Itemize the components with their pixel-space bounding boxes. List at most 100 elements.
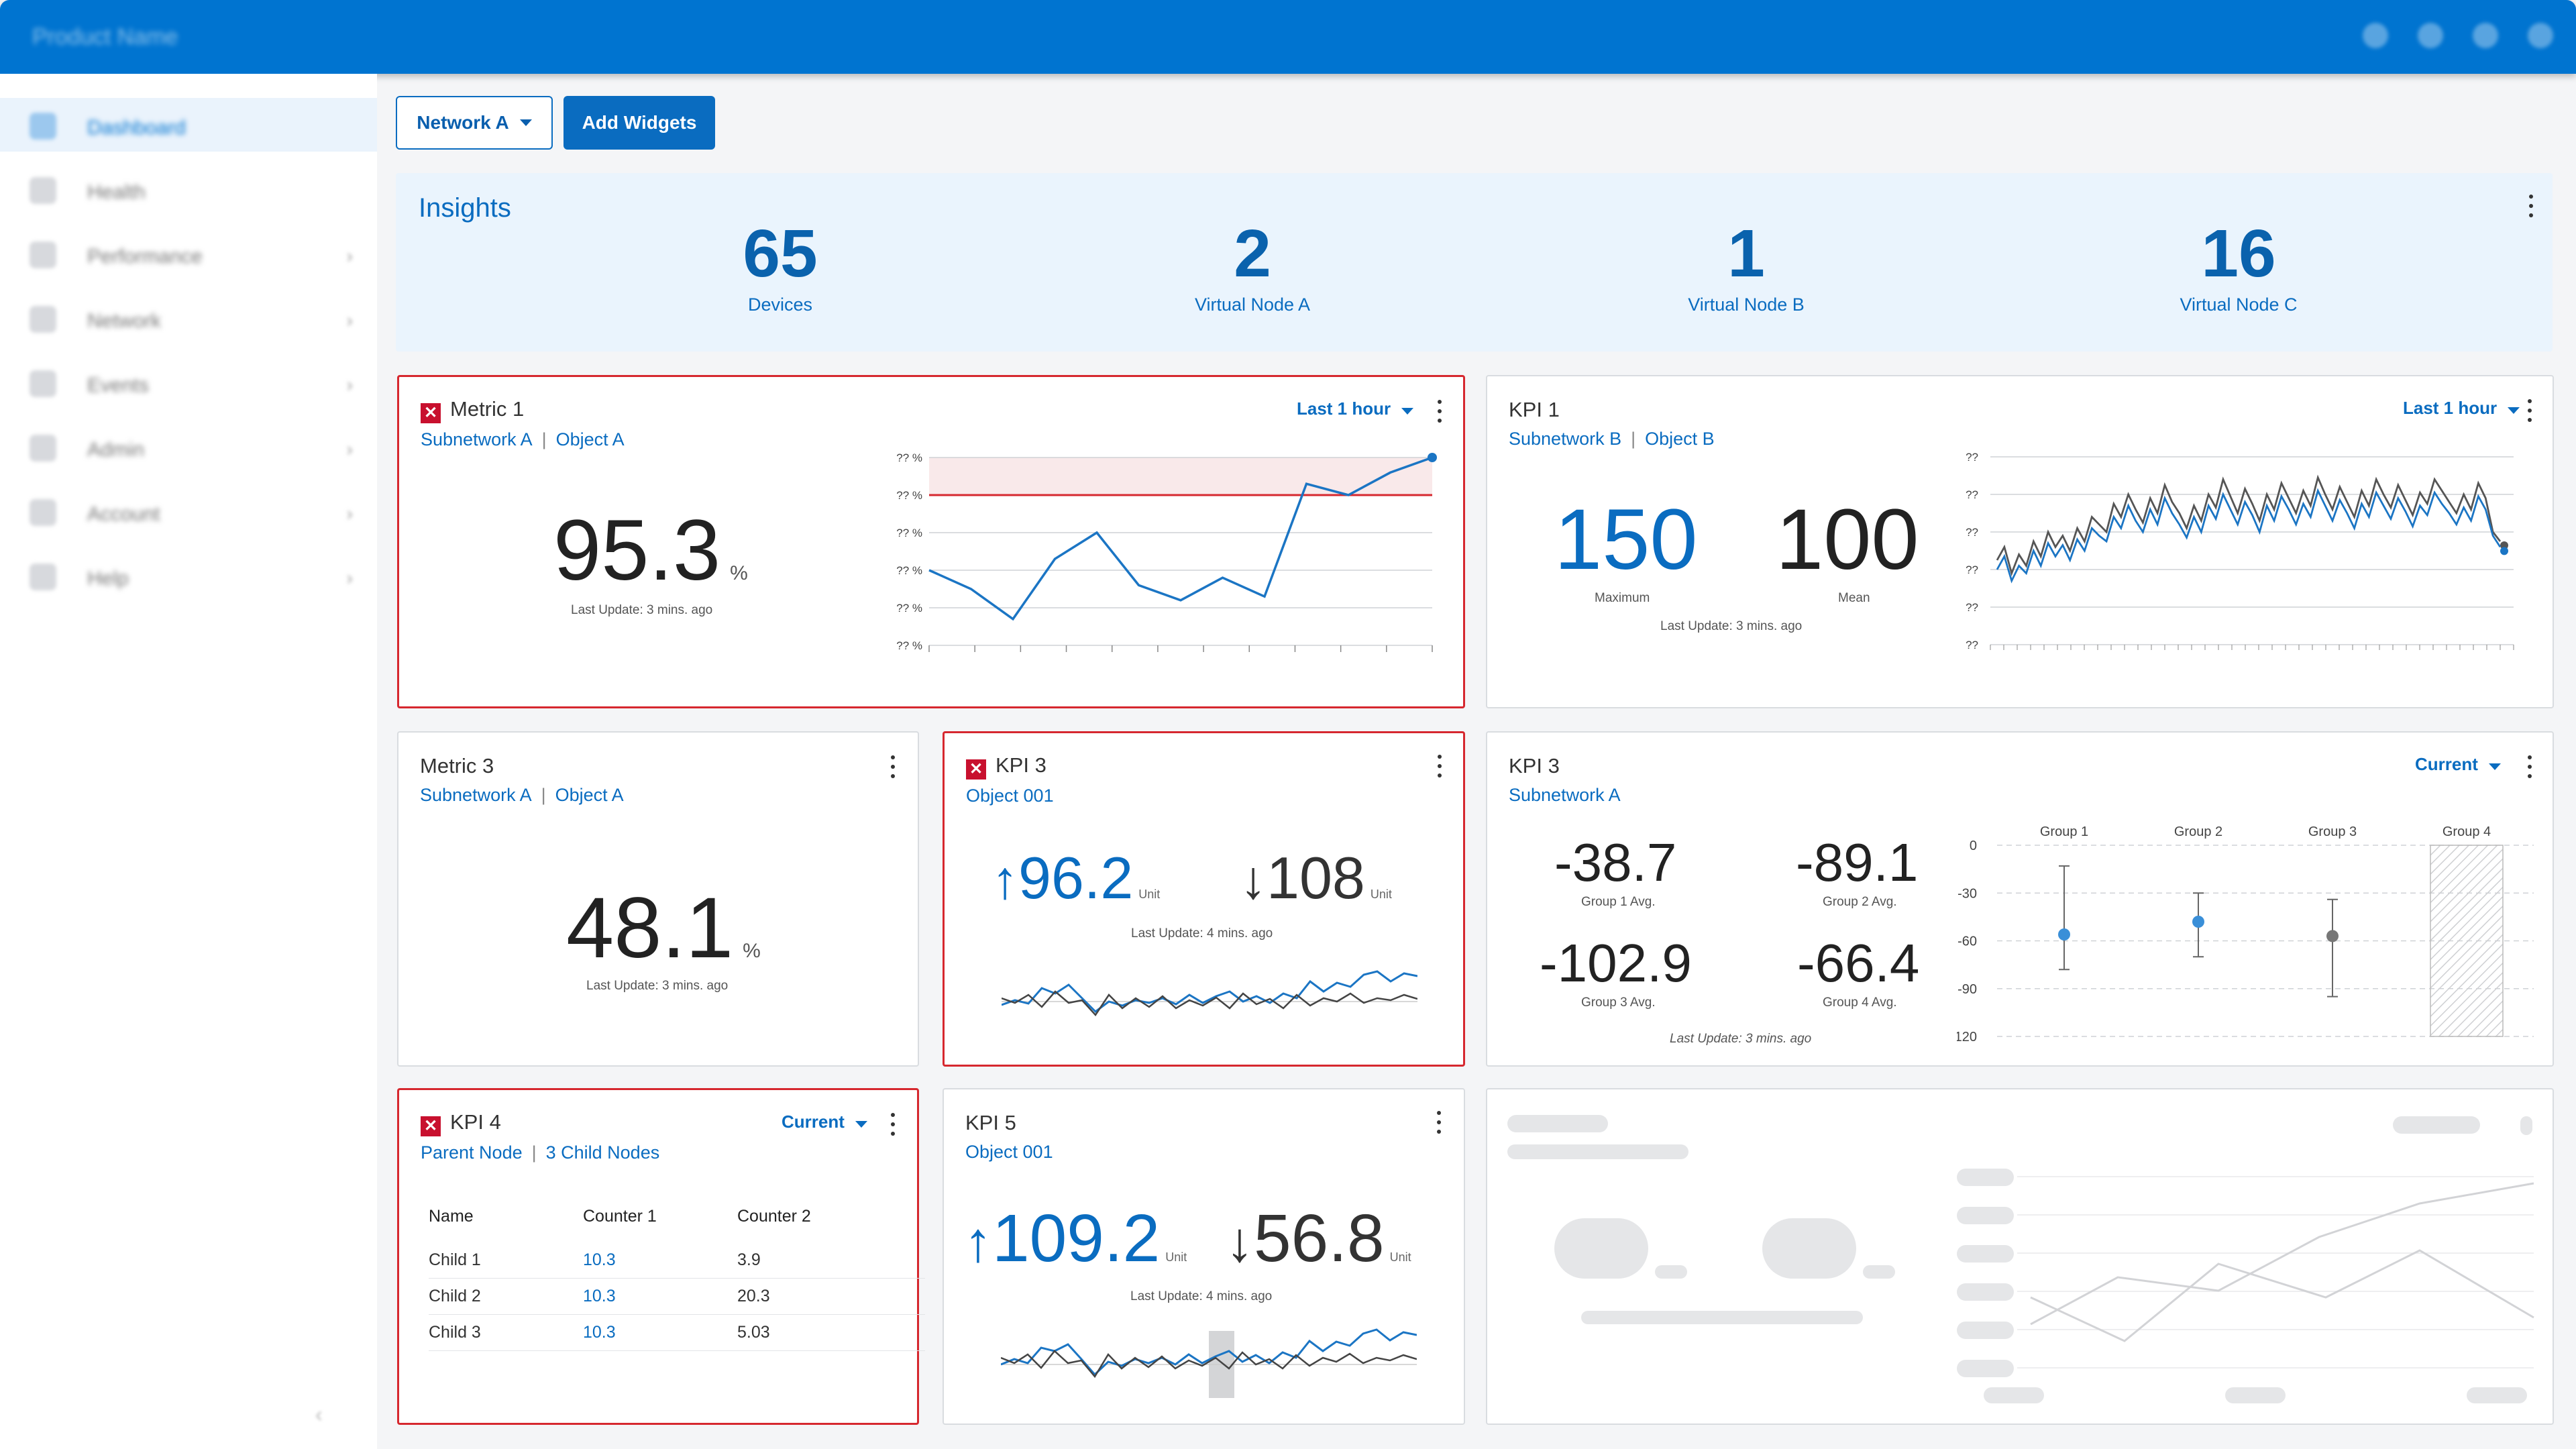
kpi1-menu-icon[interactable] <box>2526 398 2532 425</box>
metric1-card[interactable]: ✕ Metric 1 Subnetwork A | Object A Last 1 h… <box>397 375 1465 708</box>
subnetwork-link[interactable]: Subnetwork A <box>1509 785 1621 805</box>
notifications-icon[interactable] <box>2418 23 2443 48</box>
cell-counter1-link[interactable]: 10.3 <box>583 1242 737 1279</box>
skeleton-title <box>1507 1115 1608 1132</box>
insights-menu-icon[interactable] <box>2527 193 2534 220</box>
sidebar-item-performance[interactable]: Performance › <box>0 227 377 280</box>
sidebar-item-label: Performance <box>87 246 203 268</box>
cell-counter1-link[interactable]: 10.3 <box>583 1278 737 1315</box>
subnetwork-link[interactable]: Subnetwork A <box>420 785 532 805</box>
arrow-down-icon: ↓ <box>1240 850 1267 910</box>
sidebar-item-admin[interactable]: Admin › <box>0 420 377 474</box>
chevron-right-icon: › <box>346 568 353 588</box>
sidebar-item-events[interactable]: Events › <box>0 356 377 409</box>
kpi4-range-dropdown[interactable]: Current <box>782 1112 867 1132</box>
skeleton-tick <box>1957 1283 2014 1301</box>
kpi5-sparkline <box>1001 1328 1417 1398</box>
app-title: Product Name <box>32 24 178 50</box>
sidebar-item-help[interactable]: Help › <box>0 549 377 602</box>
value-number: 95.3 <box>553 502 721 598</box>
threshold-band <box>929 458 1432 495</box>
kpi4-menu-icon[interactable] <box>889 1112 896 1138</box>
subnetwork-link[interactable]: Subnetwork B <box>1509 429 1622 449</box>
cell-counter2: 5.03 <box>737 1314 925 1351</box>
object-link[interactable]: Object B <box>1645 429 1715 449</box>
alert-x-icon: ✕ <box>966 759 986 780</box>
object-link[interactable]: Object A <box>555 785 624 805</box>
arrow-up-icon: ↑ <box>991 850 1018 910</box>
network-dropdown[interactable]: Network A <box>396 96 553 150</box>
metric3-breadcrumb: Subnetwork A | Object A <box>420 785 624 805</box>
skeleton-unit-1 <box>1655 1265 1687 1279</box>
sidebar-item-health[interactable]: Health <box>0 162 377 216</box>
events-icon <box>30 370 56 397</box>
column-header-counter2[interactable]: Counter 2 <box>737 1207 811 1226</box>
y-tick-label: -90 <box>1957 982 1977 997</box>
kpi5-menu-icon[interactable] <box>1435 1110 1442 1136</box>
skeleton-tick <box>1957 1169 2014 1186</box>
kpi4-breadcrumb: Parent Node | 3 Child Nodes <box>421 1142 660 1163</box>
kpi5-last-update: Last Update: 4 mins. ago <box>1130 1289 1273 1303</box>
kpi1-range-dropdown[interactable]: Last 1 hour <box>2403 398 2520 419</box>
subnetwork-link[interactable]: Subnetwork A <box>421 429 533 449</box>
insight-label: Virtual Node A <box>1194 294 1311 315</box>
kpi3-up-value: ↑96.2 Unit <box>991 844 1160 912</box>
kpi3-object-menu-icon[interactable] <box>1436 753 1442 780</box>
y-tick-label: -30 <box>1957 886 1977 901</box>
metric3-card[interactable]: Metric 3 Subnetwork A | Object A 48.1% Las… <box>397 731 919 1067</box>
range-label: Last 1 hour <box>2403 398 2498 418</box>
insights-panel: Insights 65 Devices 2 Virtual Node A 1 Virt… <box>396 173 2553 352</box>
kpi1-mean-value: 100 <box>1776 492 1919 588</box>
sidebar-item-account[interactable]: Account › <box>0 484 377 538</box>
table-row[interactable]: Child 2 10.3 20.3 <box>429 1278 925 1315</box>
value-number: 56.8 <box>1254 1201 1385 1276</box>
y-tick-label: 0 <box>1970 839 1977 853</box>
column-header-counter1[interactable]: Counter 1 <box>583 1207 657 1226</box>
search-icon[interactable] <box>2363 23 2388 48</box>
kpi4-card[interactable]: ✕ KPI 4 Parent Node | 3 Child Nodes Current… <box>397 1088 925 1425</box>
column-header-name[interactable]: Name <box>429 1207 474 1226</box>
object-link[interactable]: Object 001 <box>966 786 1054 806</box>
sidebar-item-label: Account <box>87 503 160 525</box>
settings-icon[interactable] <box>2473 23 2498 48</box>
metric3-menu-icon[interactable] <box>889 754 896 781</box>
table-row[interactable]: Child 3 10.3 5.03 <box>429 1314 925 1351</box>
metric1-menu-icon[interactable] <box>1436 398 1442 425</box>
skeleton-subtitle <box>1507 1144 1688 1159</box>
object-link[interactable]: Object 001 <box>965 1142 1053 1162</box>
child-nodes-link[interactable]: 3 Child Nodes <box>545 1142 660 1163</box>
y-tick-label: ?? <box>1966 526 1978 539</box>
caret-down-icon <box>1401 408 1414 415</box>
account-icon[interactable] <box>2528 23 2553 48</box>
collapse-sidebar-icon[interactable]: ‹ <box>315 1402 323 1426</box>
metric1-line-chart: ?? %?? %?? %?? %?? %?? %03:30 PM (ET)04:… <box>896 451 1437 652</box>
cell-counter1-link[interactable]: 10.3 <box>583 1314 737 1351</box>
parent-node-link[interactable]: Parent Node <box>421 1142 523 1163</box>
kpi5-card[interactable]: KPI 5 Object 001 ↑109.2 Unit ↓56.8 Unit La… <box>943 1088 1465 1425</box>
kpi3-object-card[interactable]: ✕ KPI 3 Object 001 ↑96.2 Unit ↓108 Unit Las… <box>943 731 1465 1067</box>
metric1-range-dropdown[interactable]: Last 1 hour <box>1297 398 1414 419</box>
object-link[interactable]: Object A <box>555 429 625 449</box>
sidebar-item-network[interactable]: Network › <box>0 291 377 345</box>
kpi1-max-label: Maximum <box>1595 591 1650 605</box>
kpi3-groups-menu-icon[interactable] <box>2526 754 2532 781</box>
kpi3-range-dropdown[interactable]: Current <box>2415 754 2501 775</box>
sidebar: Dashboard Health Performance › Network › E… <box>0 74 377 1449</box>
kpi3-groups-title: KPI 3 <box>1509 754 1560 777</box>
sidebar-item-dashboard[interactable]: Dashboard <box>0 98 377 152</box>
skeleton-value-1 <box>1554 1218 1648 1279</box>
skeleton-chart <box>2017 1176 2534 1368</box>
kpi5-down-value: ↓56.8 Unit <box>1226 1200 1411 1277</box>
table-row[interactable]: Child 1 10.3 3.9 <box>429 1242 925 1279</box>
category-label: Group 2 <box>2174 824 2222 839</box>
insight-stat-virtual-node-c: 16 Virtual Node C <box>2125 217 2353 315</box>
mean-point <box>2192 916 2204 928</box>
chevron-right-icon: › <box>346 503 353 524</box>
kpi1-card[interactable]: KPI 1 Subnetwork B | Object B Last 1 hour … <box>1486 375 2554 708</box>
admin-icon <box>30 435 56 462</box>
insight-label: Virtual Node C <box>2180 294 2298 315</box>
add-widgets-button[interactable]: Add Widgets <box>564 96 715 150</box>
kpi3-groups-card[interactable]: KPI 3 Subnetwork A Current -38.7 Group 1… <box>1486 731 2554 1067</box>
range-label: Current <box>2415 754 2478 774</box>
kpi1-breadcrumb: Subnetwork B | Object B <box>1509 429 1715 449</box>
